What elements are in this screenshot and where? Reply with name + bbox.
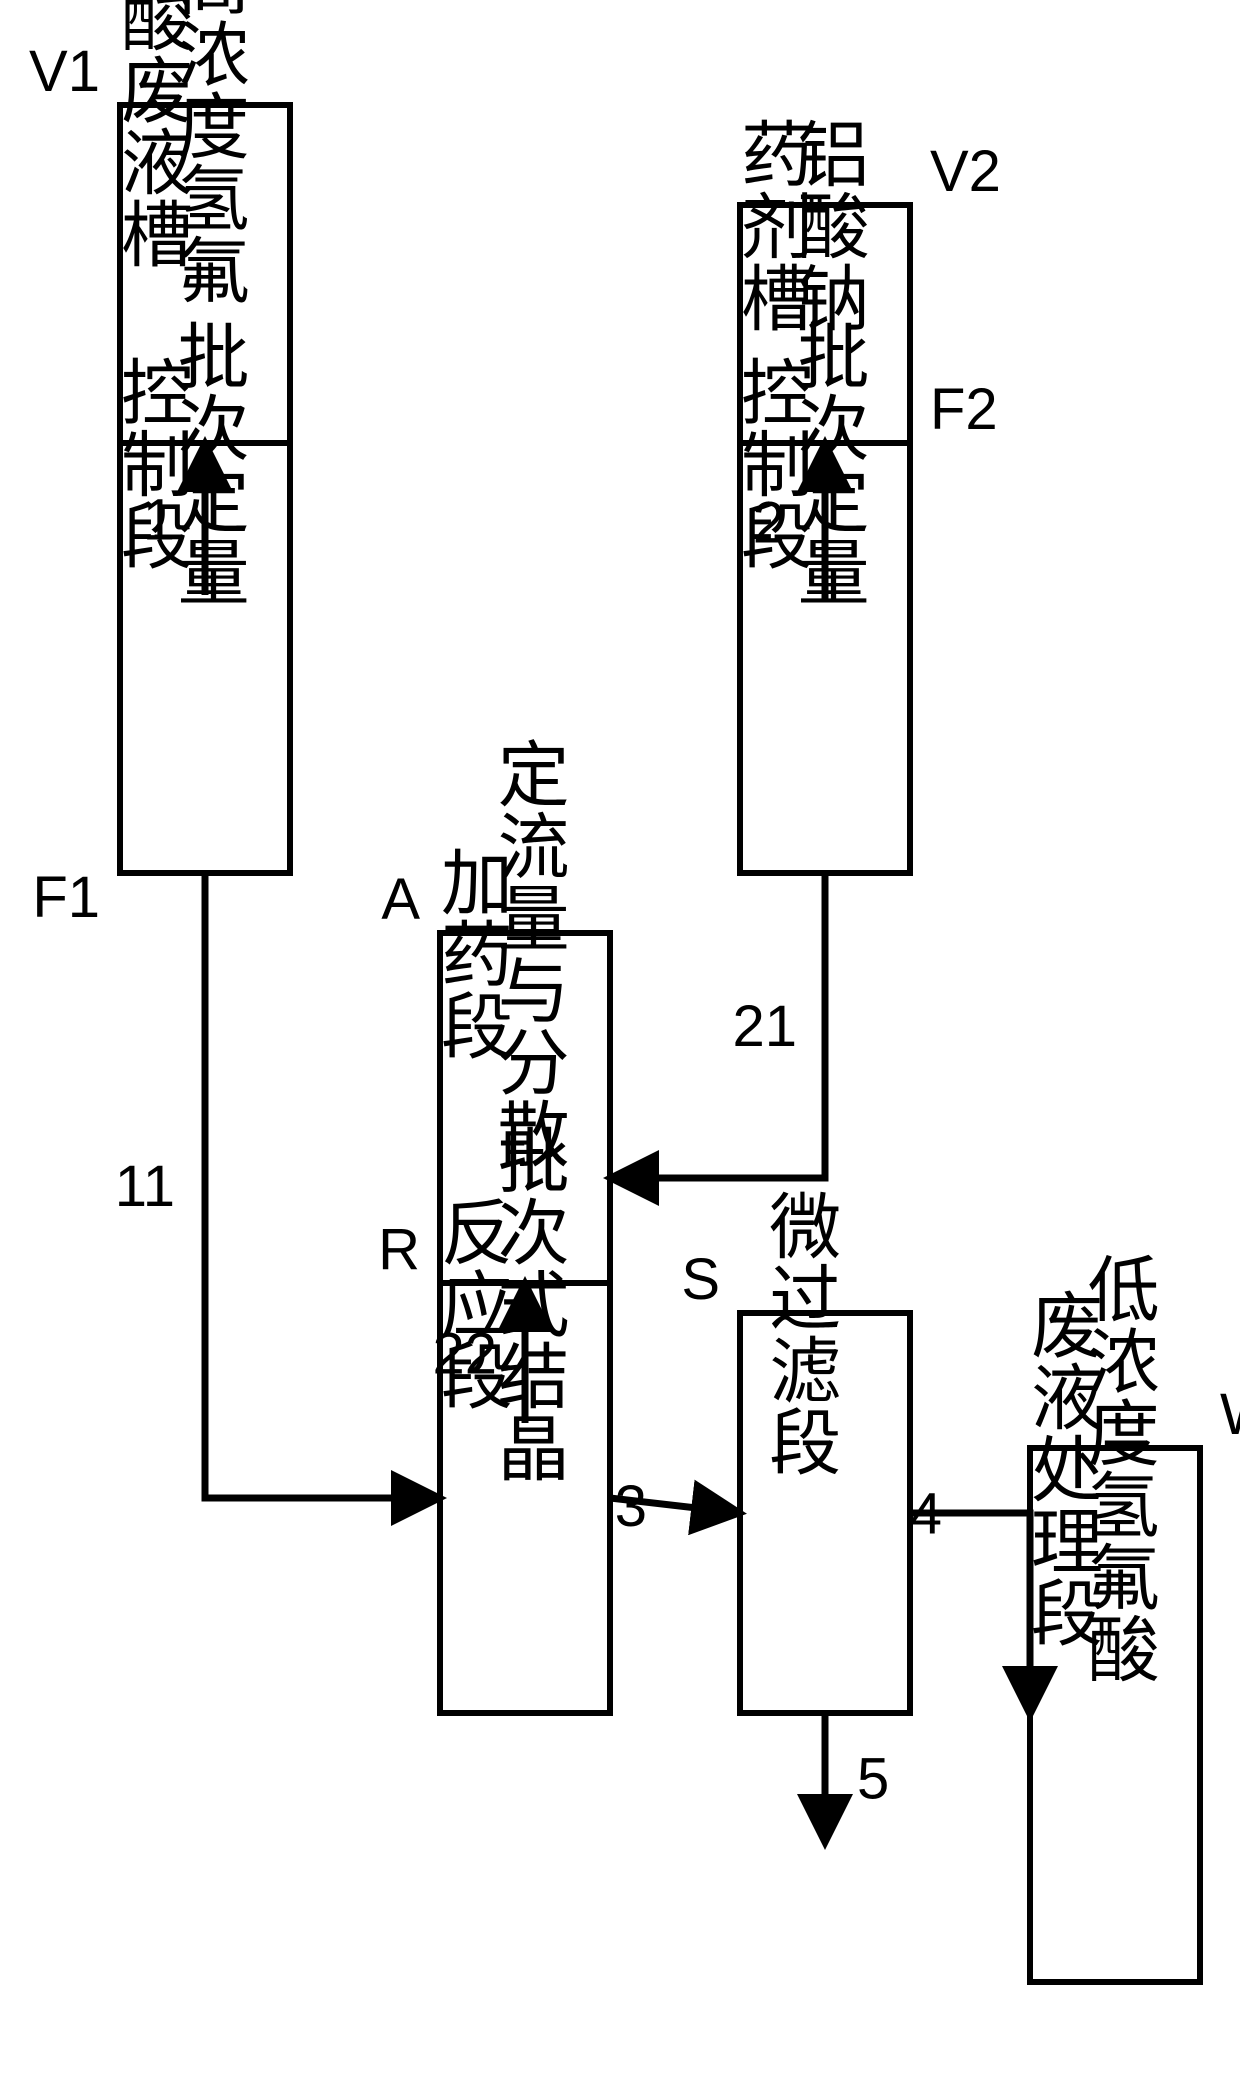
box-text-V1-1: 高浓度氢氟 xyxy=(166,0,247,305)
arrow-label-11: 11 xyxy=(115,1154,175,1219)
box-text-S-0: 微过滤段 xyxy=(758,1189,840,1477)
tag-R: R xyxy=(378,1217,420,1282)
tag-F2: F2 xyxy=(930,377,998,442)
arrow-label-21: 21 xyxy=(732,994,797,1059)
tag-V2: V2 xyxy=(930,139,1001,204)
arrow-label-3: 3 xyxy=(615,1474,647,1539)
arrow-11 xyxy=(205,873,440,1498)
arrow-label-22: 22 xyxy=(432,1321,497,1386)
box-text-W-1: 低浓度氢氟酸 xyxy=(1076,1252,1158,1684)
arrow-label-1: 1 xyxy=(143,487,175,552)
tag-A: A xyxy=(381,867,420,932)
tag-S: S xyxy=(681,1247,720,1312)
box-text-V2-1: 铝酸钠 xyxy=(786,117,867,333)
tag-F1: F1 xyxy=(32,865,100,930)
arrow-label-2: 2 xyxy=(753,490,785,555)
arrow-label-5: 5 xyxy=(857,1746,889,1811)
box-text-A-1: 定流量与分散 xyxy=(486,737,567,1169)
tag-V1: V1 xyxy=(29,39,100,104)
arrow-label-4: 4 xyxy=(910,1481,942,1546)
tag-W: W xyxy=(1220,1382,1240,1447)
